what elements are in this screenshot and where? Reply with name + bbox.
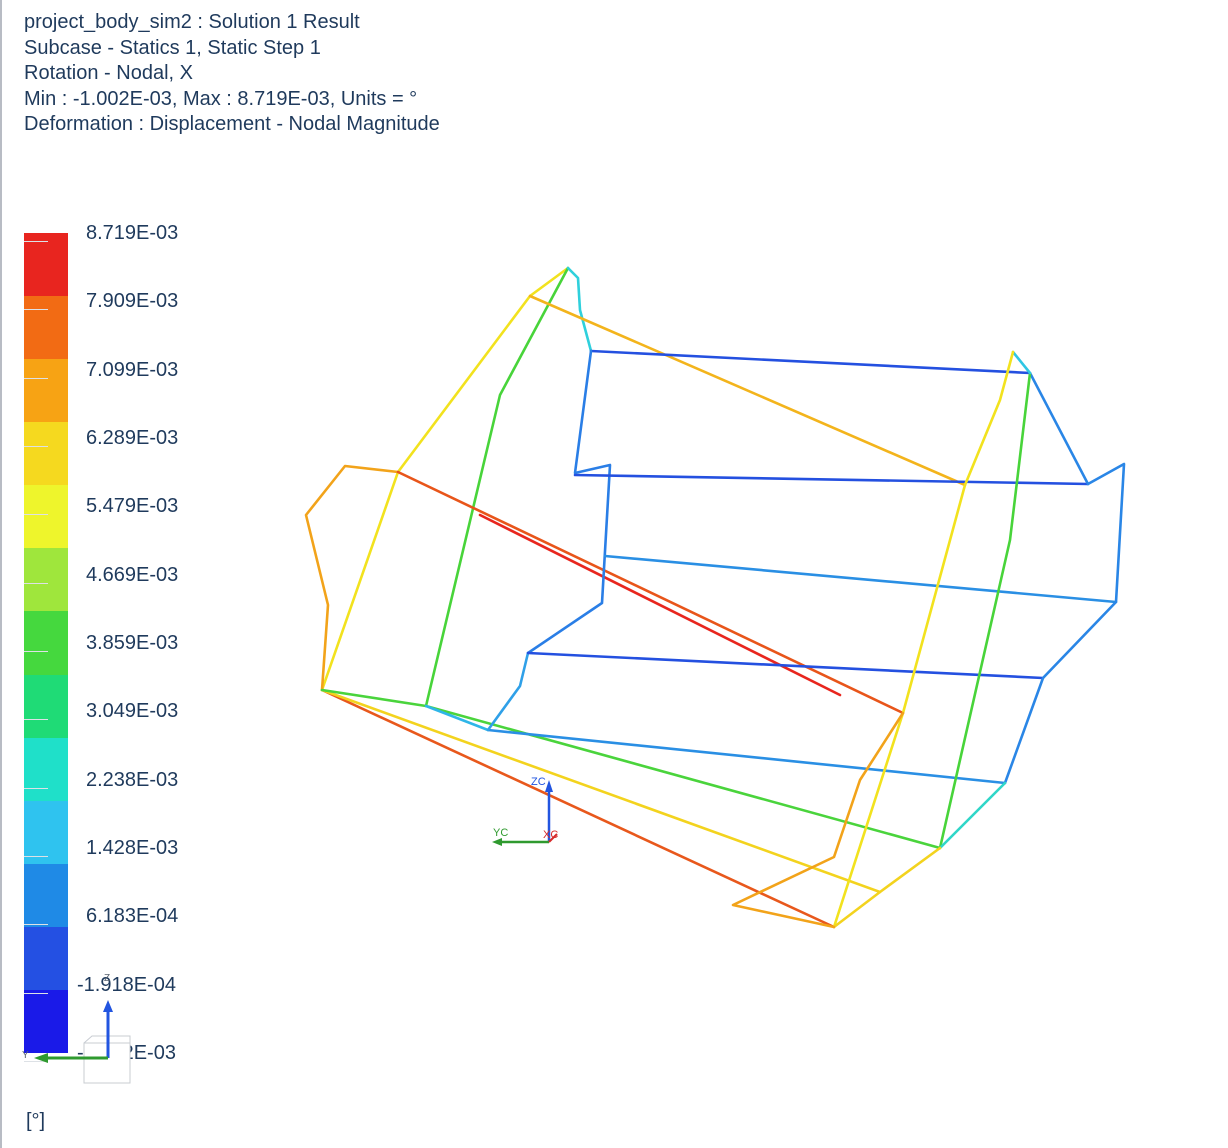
abs-csys-triad: Z Y — [22, 973, 130, 1083]
wire-edge — [568, 268, 591, 351]
wire-edge — [530, 296, 965, 485]
wireframe-model — [306, 268, 1124, 927]
wire-edge — [426, 706, 488, 730]
wire-edge — [322, 690, 940, 848]
wire-edge — [591, 351, 1030, 373]
wire-edge — [488, 730, 1005, 783]
wire-edge — [488, 653, 528, 730]
triad-yc-label: YC — [493, 827, 508, 839]
abs-y-label: Y — [22, 1050, 29, 1061]
abs-z-label: Z — [104, 973, 110, 984]
wire-edge — [322, 690, 834, 927]
wire-edge — [398, 472, 903, 713]
wire-edge — [322, 690, 880, 892]
wire-edge — [480, 515, 840, 695]
triad-xc-label: XC — [543, 829, 558, 841]
view-triad: ZC YC XC — [492, 776, 558, 846]
wire-edge — [1013, 352, 1030, 373]
wire-edge — [940, 783, 1005, 848]
wire-edge — [306, 466, 398, 690]
triad-zc-label: ZC — [531, 776, 546, 788]
wire-edge — [605, 556, 1116, 602]
wire-edge — [834, 848, 940, 927]
wire-edge — [575, 475, 1088, 484]
wire-edge — [528, 351, 610, 653]
